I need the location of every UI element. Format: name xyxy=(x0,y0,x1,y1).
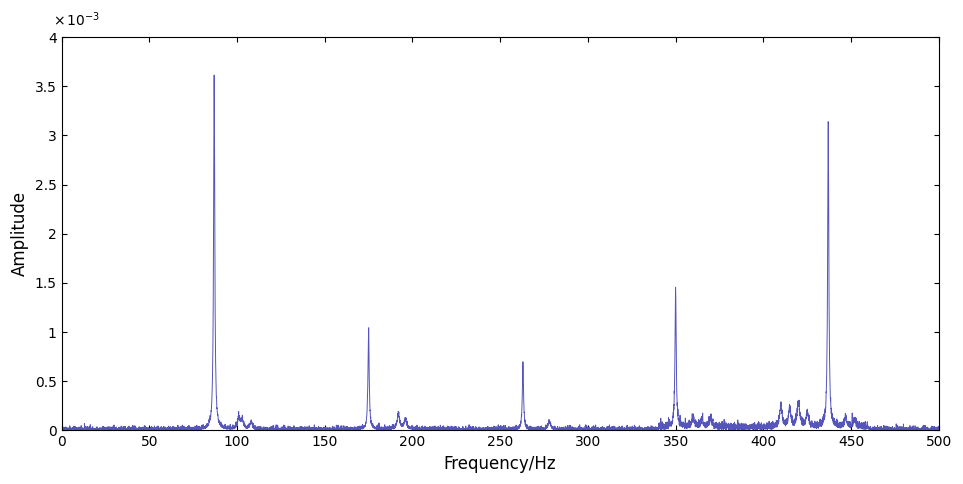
X-axis label: Frequency/Hz: Frequency/Hz xyxy=(444,455,557,473)
Text: $\times\,10^{-3}$: $\times\,10^{-3}$ xyxy=(53,11,100,30)
Y-axis label: Amplitude: Amplitude xyxy=(12,191,29,276)
